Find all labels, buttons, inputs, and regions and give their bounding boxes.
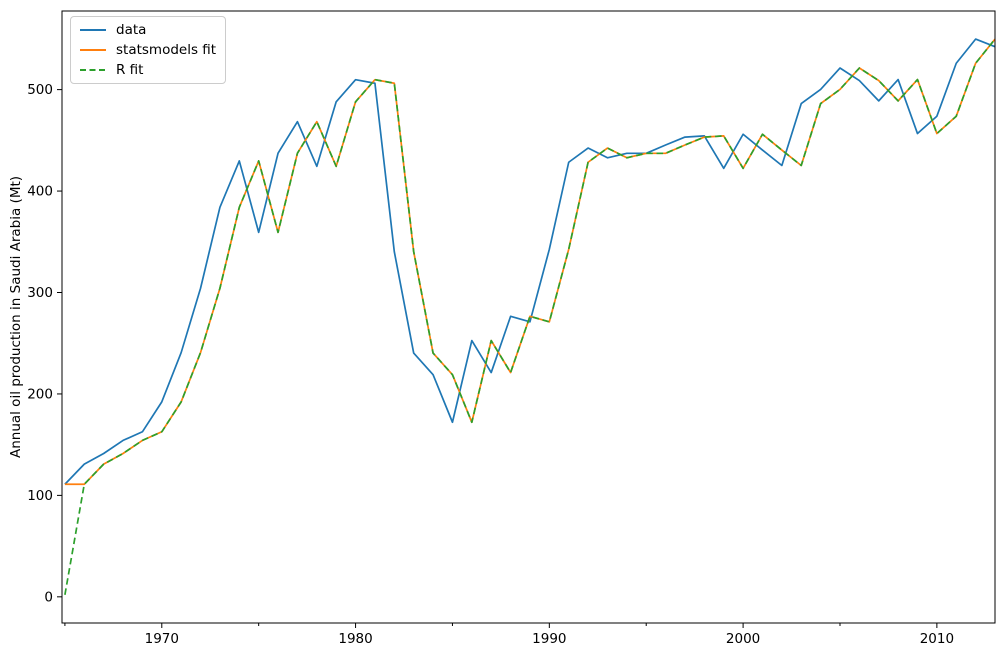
legend-item-data: data xyxy=(79,20,217,40)
series-line-statsmodels-fit xyxy=(64,38,996,486)
legend: data statsmodels fit R fit xyxy=(70,16,226,84)
r-fit-line-icon xyxy=(80,69,106,71)
x-tick-label: 1980 xyxy=(338,631,372,647)
y-tick-label: 100 xyxy=(27,488,53,504)
legend-item-r-fit: R fit xyxy=(79,60,217,80)
y-tick-label: 300 xyxy=(27,285,53,301)
series-line-data xyxy=(64,38,996,485)
statsmodels-fit-line-icon xyxy=(80,49,106,51)
y-tick-label: 0 xyxy=(44,589,53,605)
x-tick-label: 1970 xyxy=(145,631,179,647)
x-tick-label: 1990 xyxy=(532,631,566,647)
y-axis-label: Annual oil production in Saudi Arabia (M… xyxy=(8,176,24,458)
series-line-r-fit xyxy=(64,38,996,595)
legend-label-r-fit: R fit xyxy=(116,62,144,78)
y-tick-label: 500 xyxy=(27,82,53,98)
data-line-icon xyxy=(80,29,106,31)
y-tick-label: 400 xyxy=(27,184,53,200)
axes-spines xyxy=(61,10,996,624)
legend-label-data: data xyxy=(116,22,147,38)
legend-item-statsmodels-fit: statsmodels fit xyxy=(79,40,217,60)
y-tick-label: 200 xyxy=(27,386,53,402)
legend-label-statsmodels-fit: statsmodels fit xyxy=(116,42,217,58)
x-tick-label: 2010 xyxy=(920,631,954,647)
x-tick-label: 2000 xyxy=(726,631,760,647)
